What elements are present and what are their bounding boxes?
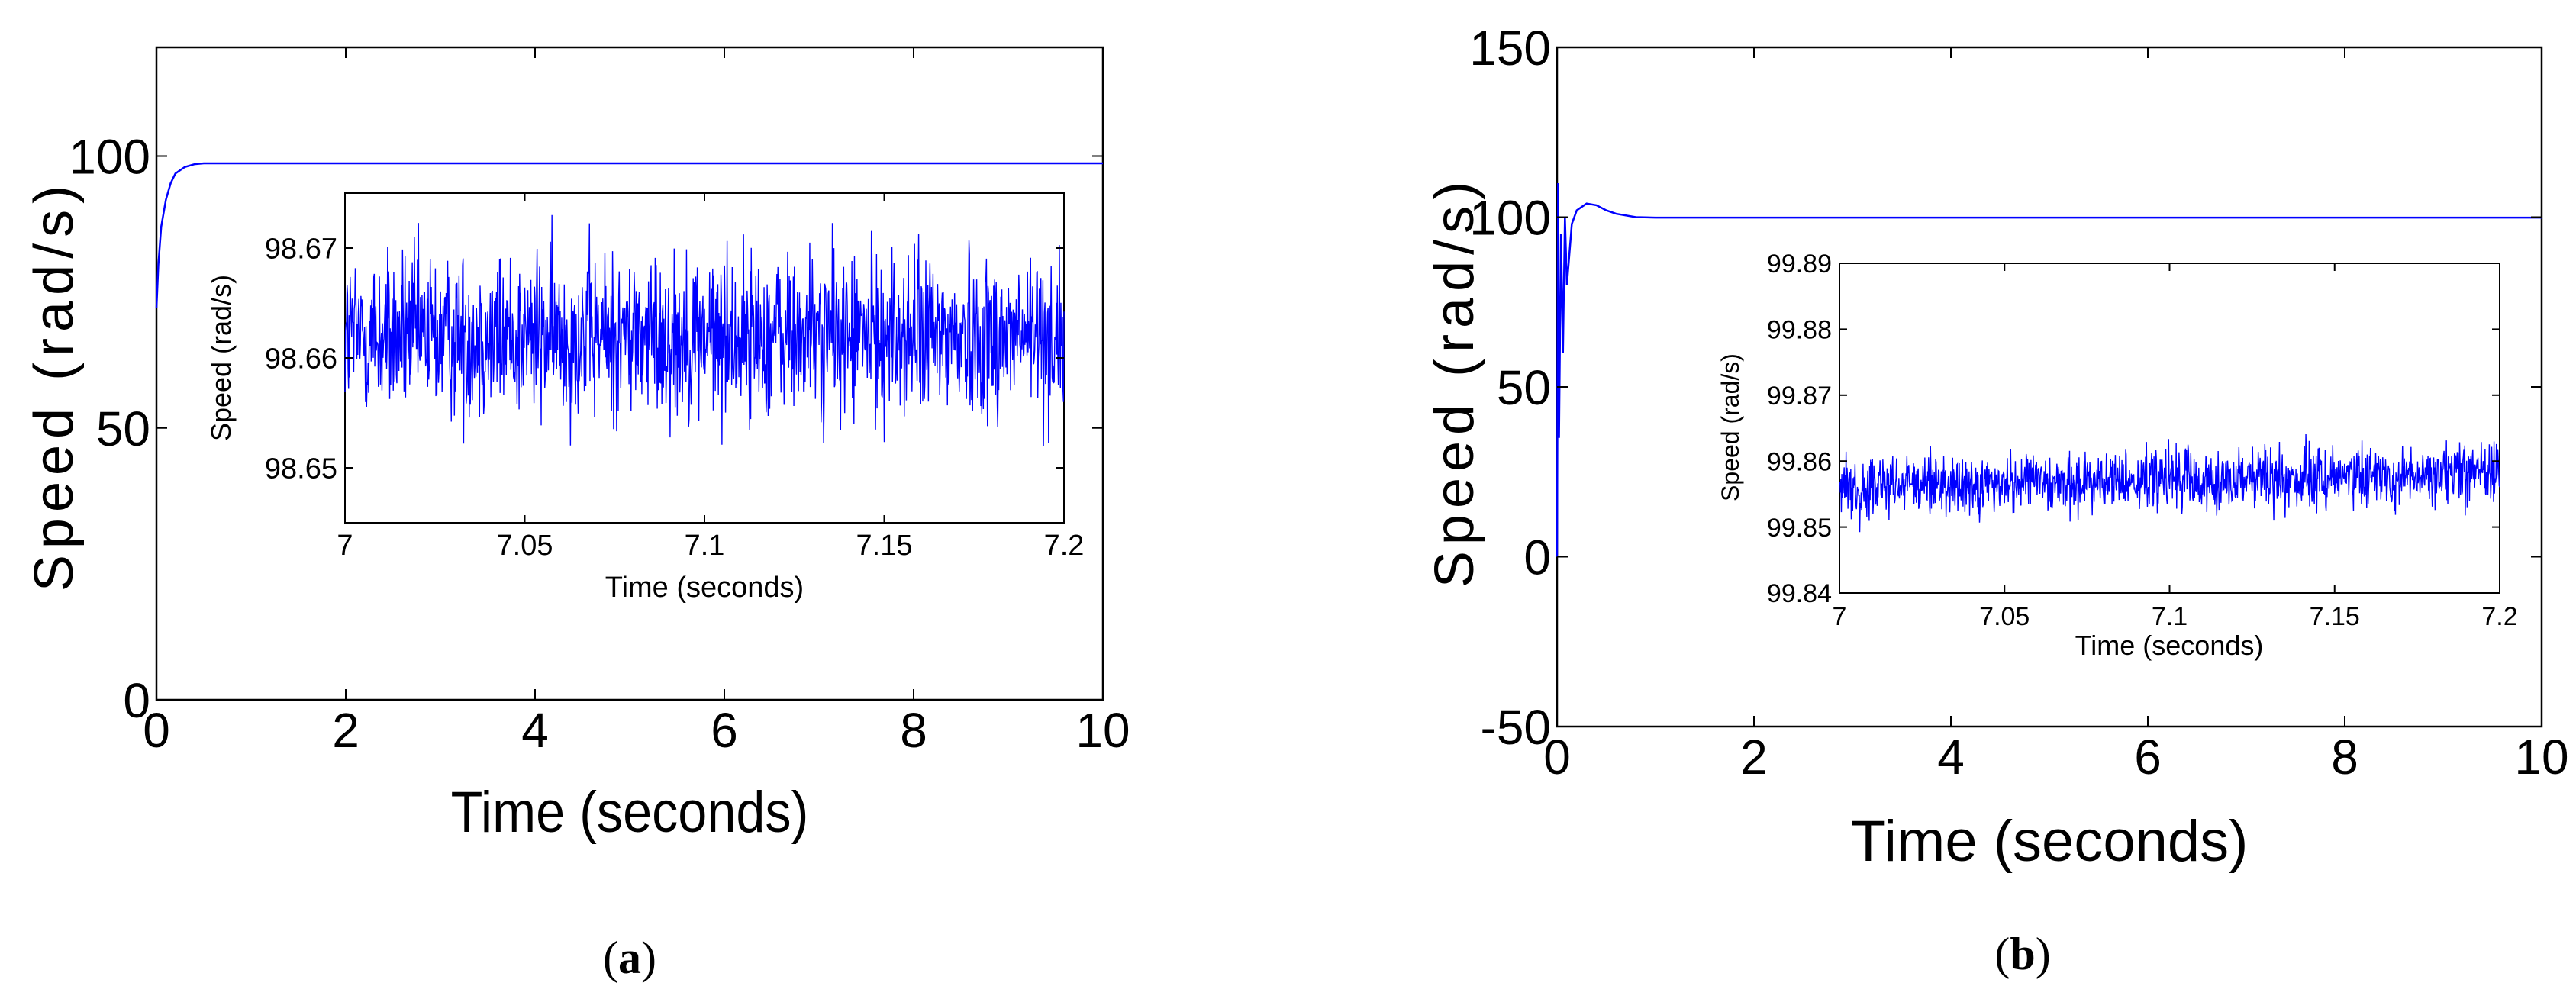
panel-a-xtick-label: 4 [521,703,549,758]
panel-a-ylabel: Speed (rad/s) [24,179,85,591]
panel-b-inset-ticks: 7 7.05 7.1 7.15 7.2 99.84 99.85 99.86 99.87 99.88… [1767,250,2518,631]
panel-b-inset-ytick-label: 99.89 [1767,250,1832,279]
panel-b-inset-ytick-label: 99.85 [1767,514,1832,543]
panel-a-xtick-label: 6 [711,703,738,758]
panel-a-inset-ytick-label: 98.67 [265,234,337,266]
panel-a-series-line [155,162,1103,309]
panel-b-ytick-label: 50 [1497,360,1551,415]
panel-b-inset-plot [1839,433,2500,533]
panel-a-inset-ytick-label: 98.66 [265,343,337,375]
panel-b-inset-xtick-label: 7.2 [2481,602,2517,631]
panel-b-inset-xtick-label: 7.15 [2310,602,2360,631]
panel-a-inset-ytick-label: 98.65 [265,453,337,485]
panel-a-caption-letter: a [618,933,641,983]
panel-a-inset-plot [344,214,1065,446]
panel-a-xtick-label: 0 [143,703,170,758]
panel-b-caption-letter: b [2010,929,2035,979]
panel-b-inset-ylabel: Speed (rad/s) [1717,353,1744,501]
panel-b-inset-xtick-label: 7 [1833,602,1847,631]
panel-a-inset-xtick-label: 7 [337,530,353,562]
panel-b-xtick-label: 6 [2134,730,2162,785]
panel-a-inset-ylabel: Speed (rad/s) [205,275,237,441]
panel-b-inset-ytick-label: 99.87 [1767,382,1832,411]
panel-b-inset-series-line [1839,433,2500,533]
panel-b-inset-ytick-label: 99.86 [1767,447,1832,476]
panel-b-series-line [1556,182,2542,557]
panel-b-ylabel: Speed (rad/s) [1424,176,1485,588]
panel-a-inset-xtick-label: 7.05 [497,530,553,562]
panel-b-inset-frame [1839,263,2500,594]
panel-b-ytick-label: 150 [1469,21,1551,76]
panel-b-xtick-label: 10 [2514,730,2568,785]
panel-a-main-plot [155,162,1103,309]
panel-a-caption: (a) [603,933,656,983]
panel-a-xlabel: Time (seconds) [451,781,809,845]
panel-b-xtick-label: 4 [1937,730,1965,785]
panel-b-inset-xtick-label: 7.1 [2152,602,2188,631]
panel-a-xtick-label: 2 [332,703,359,758]
panel-b-xtick-label: 2 [1740,730,1768,785]
panel-b-inset-xlabel: Time (seconds) [2075,630,2264,661]
panel-b-caption: (b) [1994,929,2050,979]
panel-a-inset-xtick-label: 7.2 [1044,530,1085,562]
panel-b-xlabel: Time (seconds) [1851,809,2249,874]
panel-b-ytick-label: -50 [1481,700,1552,755]
panel-a-inset-ticks: 7 7.05 7.1 7.15 7.2 98.65 98.66 98.67 [265,193,1085,562]
panel-b-ytick-label: 0 [1523,530,1551,585]
panel-a-inset-xtick-label: 7.1 [685,530,725,562]
panel-a-inset-series-line [344,214,1065,446]
panel-a-xtick-label: 8 [900,703,927,758]
panel-b-main-plot [1556,182,2542,557]
panel-b-xtick-label: 8 [2331,730,2358,785]
panel-a-ytick-label: 50 [96,401,150,456]
panel-a-ytick-label: 100 [69,130,150,185]
panel-b-inset-xtick-label: 7.05 [1979,602,2030,631]
panel-a-inset-xtick-label: 7.15 [856,530,913,562]
panel-b-inset-ytick-label: 99.84 [1767,579,1832,608]
panel-b-inset-ytick-label: 99.88 [1767,316,1832,345]
panel-a-ytick-label: 0 [123,673,150,728]
panel-b-ytick-label: 100 [1469,191,1551,246]
panel-a-inset-xlabel: Time (seconds) [605,572,804,604]
panel-a-xtick-label: 10 [1075,703,1130,758]
panel-b-xtick-label: 0 [1543,730,1571,785]
